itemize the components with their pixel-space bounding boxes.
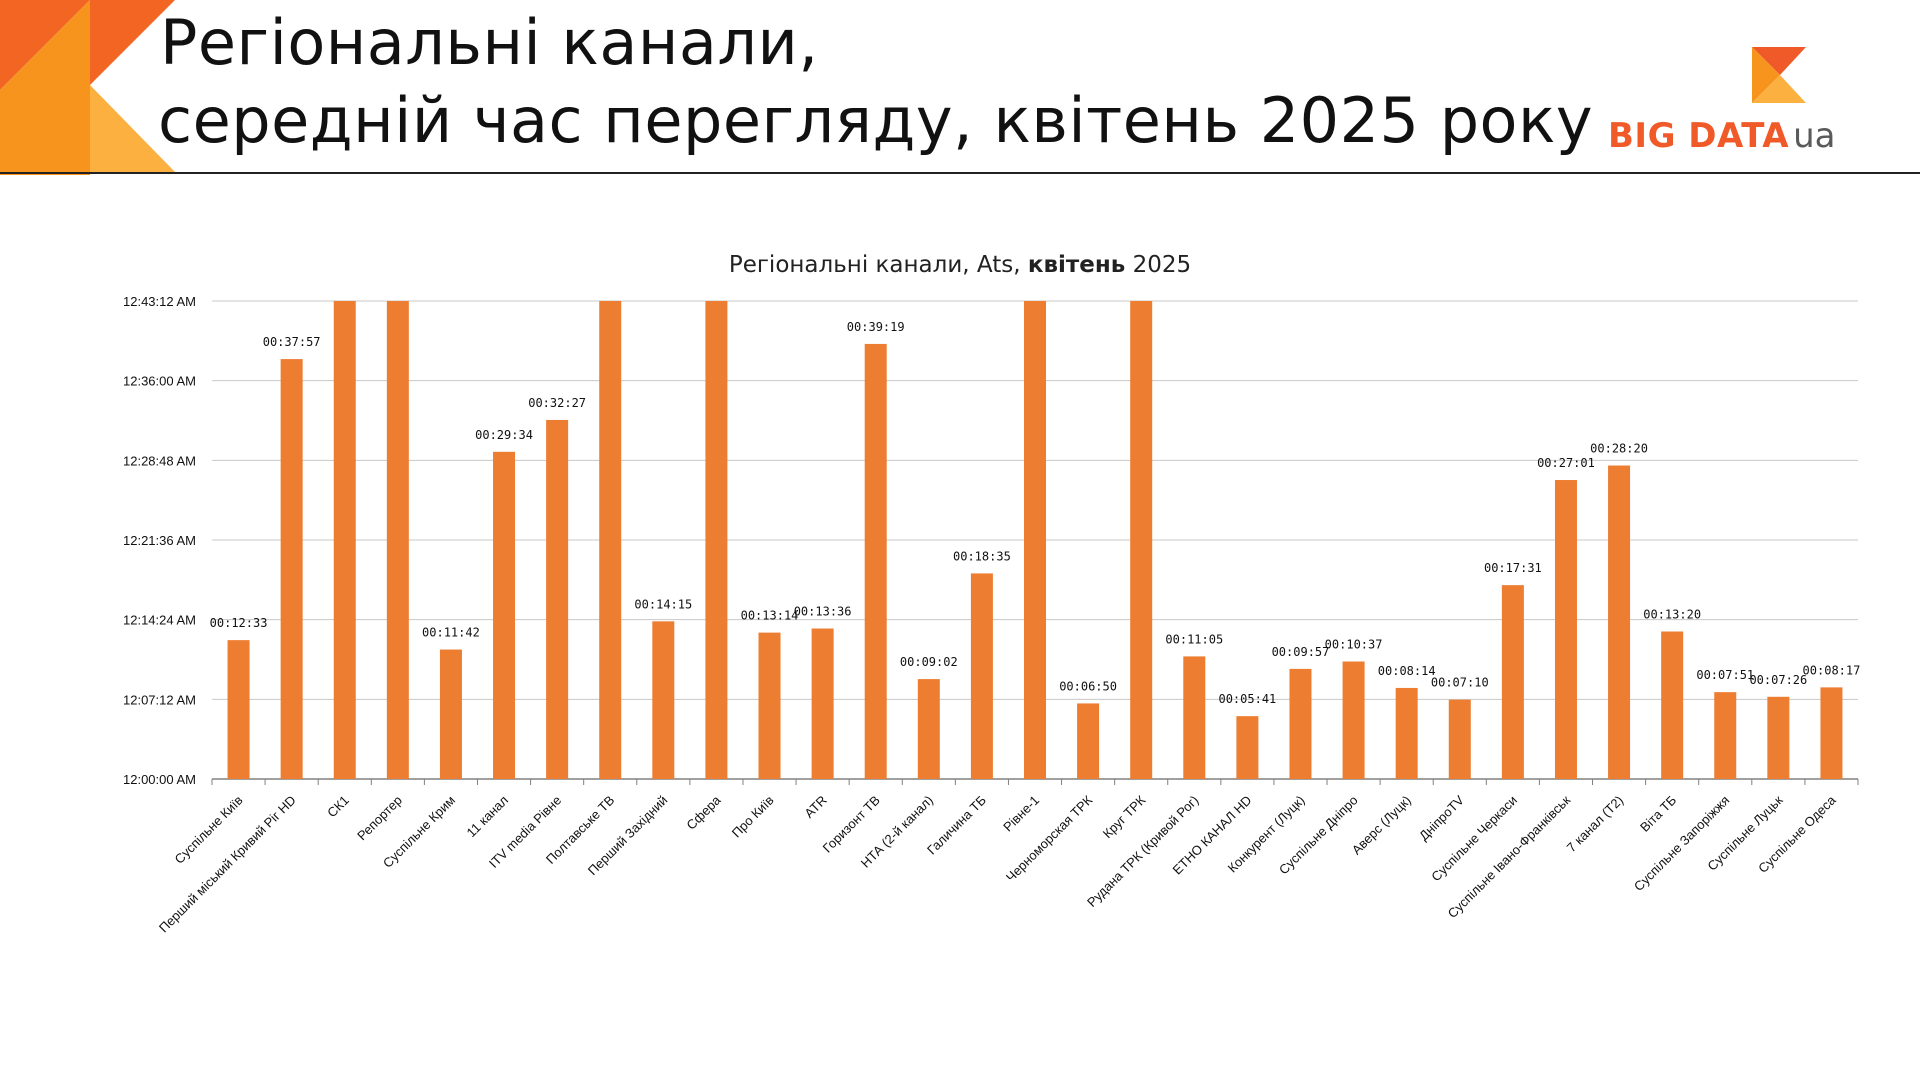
bar [1501, 585, 1524, 779]
y-tick-label: 12:00:00 AM [123, 772, 196, 787]
chart-title: Регіональні канали, Ats, квітень 2025 [0, 252, 1920, 278]
data-label: 00:09:02 [900, 655, 958, 669]
bar [386, 301, 409, 779]
data-label: 00:08:17 [1803, 663, 1861, 677]
category-label: Сфера [683, 792, 724, 833]
page-title: Регіональні канали, середній час перегля… [158, 4, 1594, 160]
bar [1077, 703, 1100, 779]
logo-text: BIG DATA ua [1608, 116, 1835, 156]
logo-suffix: ua [1793, 116, 1836, 156]
category-label: Суспільне Запоріжжя [1631, 793, 1732, 894]
category-label: 11 канал [464, 793, 512, 841]
bar [1395, 687, 1418, 779]
chart-title-prefix: Регіональні канали, Ats, [728, 252, 1028, 278]
bar [970, 573, 993, 779]
bar [1608, 465, 1631, 779]
data-label: 00:08:14 [1378, 664, 1436, 678]
bar [758, 632, 781, 779]
data-label: 00:32:27 [528, 396, 586, 410]
bar [652, 621, 675, 779]
bar [1130, 301, 1153, 779]
page-title-line1: Регіональні канали, [160, 6, 819, 79]
data-label: 00:07:26 [1749, 673, 1807, 687]
category-label: Круг ТРК [1100, 792, 1149, 841]
data-label: 00:13:36 [794, 605, 852, 619]
bar [280, 359, 303, 779]
bar [1767, 696, 1790, 779]
bar [493, 451, 516, 779]
bar [811, 628, 834, 779]
data-label: 00:27:01 [1537, 456, 1595, 470]
y-tick-label: 12:36:00 AM [123, 374, 196, 389]
data-label: 00:13:14 [741, 609, 799, 623]
bar [1661, 631, 1684, 779]
category-label: 7 канал (Т2) [1564, 793, 1627, 856]
bar [599, 301, 622, 779]
data-label: 00:05:41 [1218, 692, 1276, 706]
bar [1236, 716, 1259, 779]
y-tick-label: 12:07:12 AM [123, 692, 196, 707]
y-tick-label: 12:21:36 AM [123, 533, 196, 548]
data-label: 00:37:57 [263, 335, 321, 349]
data-label: 00:07:51 [1696, 668, 1754, 682]
bar [1289, 668, 1312, 779]
category-label: ДніпроTV [1416, 792, 1467, 843]
bar [333, 301, 356, 779]
bar [1183, 656, 1206, 779]
y-tick-label: 12:14:24 AM [123, 613, 196, 628]
data-label: 00:07:10 [1431, 676, 1489, 690]
bigdata-logo: BIG DATA ua [1600, 45, 1840, 160]
data-label: 00:29:34 [475, 428, 533, 442]
data-label: 00:28:20 [1590, 442, 1648, 456]
bar [1554, 480, 1577, 779]
y-tick-label: 12:43:12 AM [123, 294, 196, 309]
corner-decoration [0, 0, 175, 175]
bar [227, 640, 250, 779]
bar [1820, 687, 1843, 779]
category-label: Репортер [354, 793, 405, 844]
category-label: Про Київ [729, 792, 777, 840]
y-tick-label: 12:28:48 AM [123, 453, 196, 468]
data-label: 00:06:50 [1059, 679, 1117, 693]
bar [917, 679, 940, 779]
bar [864, 343, 887, 779]
bar [439, 649, 462, 779]
chart-title-bold: квітень [1027, 252, 1126, 278]
bar [546, 419, 569, 779]
data-label: 00:39:19 [847, 320, 905, 334]
data-label: 00:10:37 [1325, 637, 1383, 651]
header-divider [0, 172, 1920, 174]
logo-mark-icon [1752, 47, 1806, 103]
data-label: 00:13:20 [1643, 608, 1701, 622]
data-label: 00:17:31 [1484, 561, 1542, 575]
data-label: 00:18:35 [953, 549, 1011, 563]
bar [1342, 661, 1365, 779]
bar [1024, 301, 1046, 779]
category-label: СК1 [324, 793, 352, 821]
bar [1714, 692, 1737, 779]
logo-main-text: BIG DATA [1608, 116, 1790, 156]
data-label: 00:11:42 [422, 626, 480, 640]
category-label: Рівне-1 [1000, 793, 1042, 835]
data-label: 00:12:33 [210, 616, 268, 630]
bar [705, 301, 728, 779]
page-title-line2: середній час перегляду, квітень 2025 рок… [158, 84, 1594, 157]
data-label: 00:14:15 [634, 597, 692, 611]
data-label: 00:11:05 [1165, 632, 1223, 646]
chart-title-suffix: 2025 [1125, 252, 1192, 278]
bar [1448, 699, 1471, 779]
data-label: 00:09:57 [1272, 645, 1330, 659]
category-label: ATR [801, 793, 829, 821]
category-label: Віта ТБ [1637, 793, 1679, 835]
category-label: Рудана ТРК (Кривой Рог) [1084, 793, 1201, 910]
